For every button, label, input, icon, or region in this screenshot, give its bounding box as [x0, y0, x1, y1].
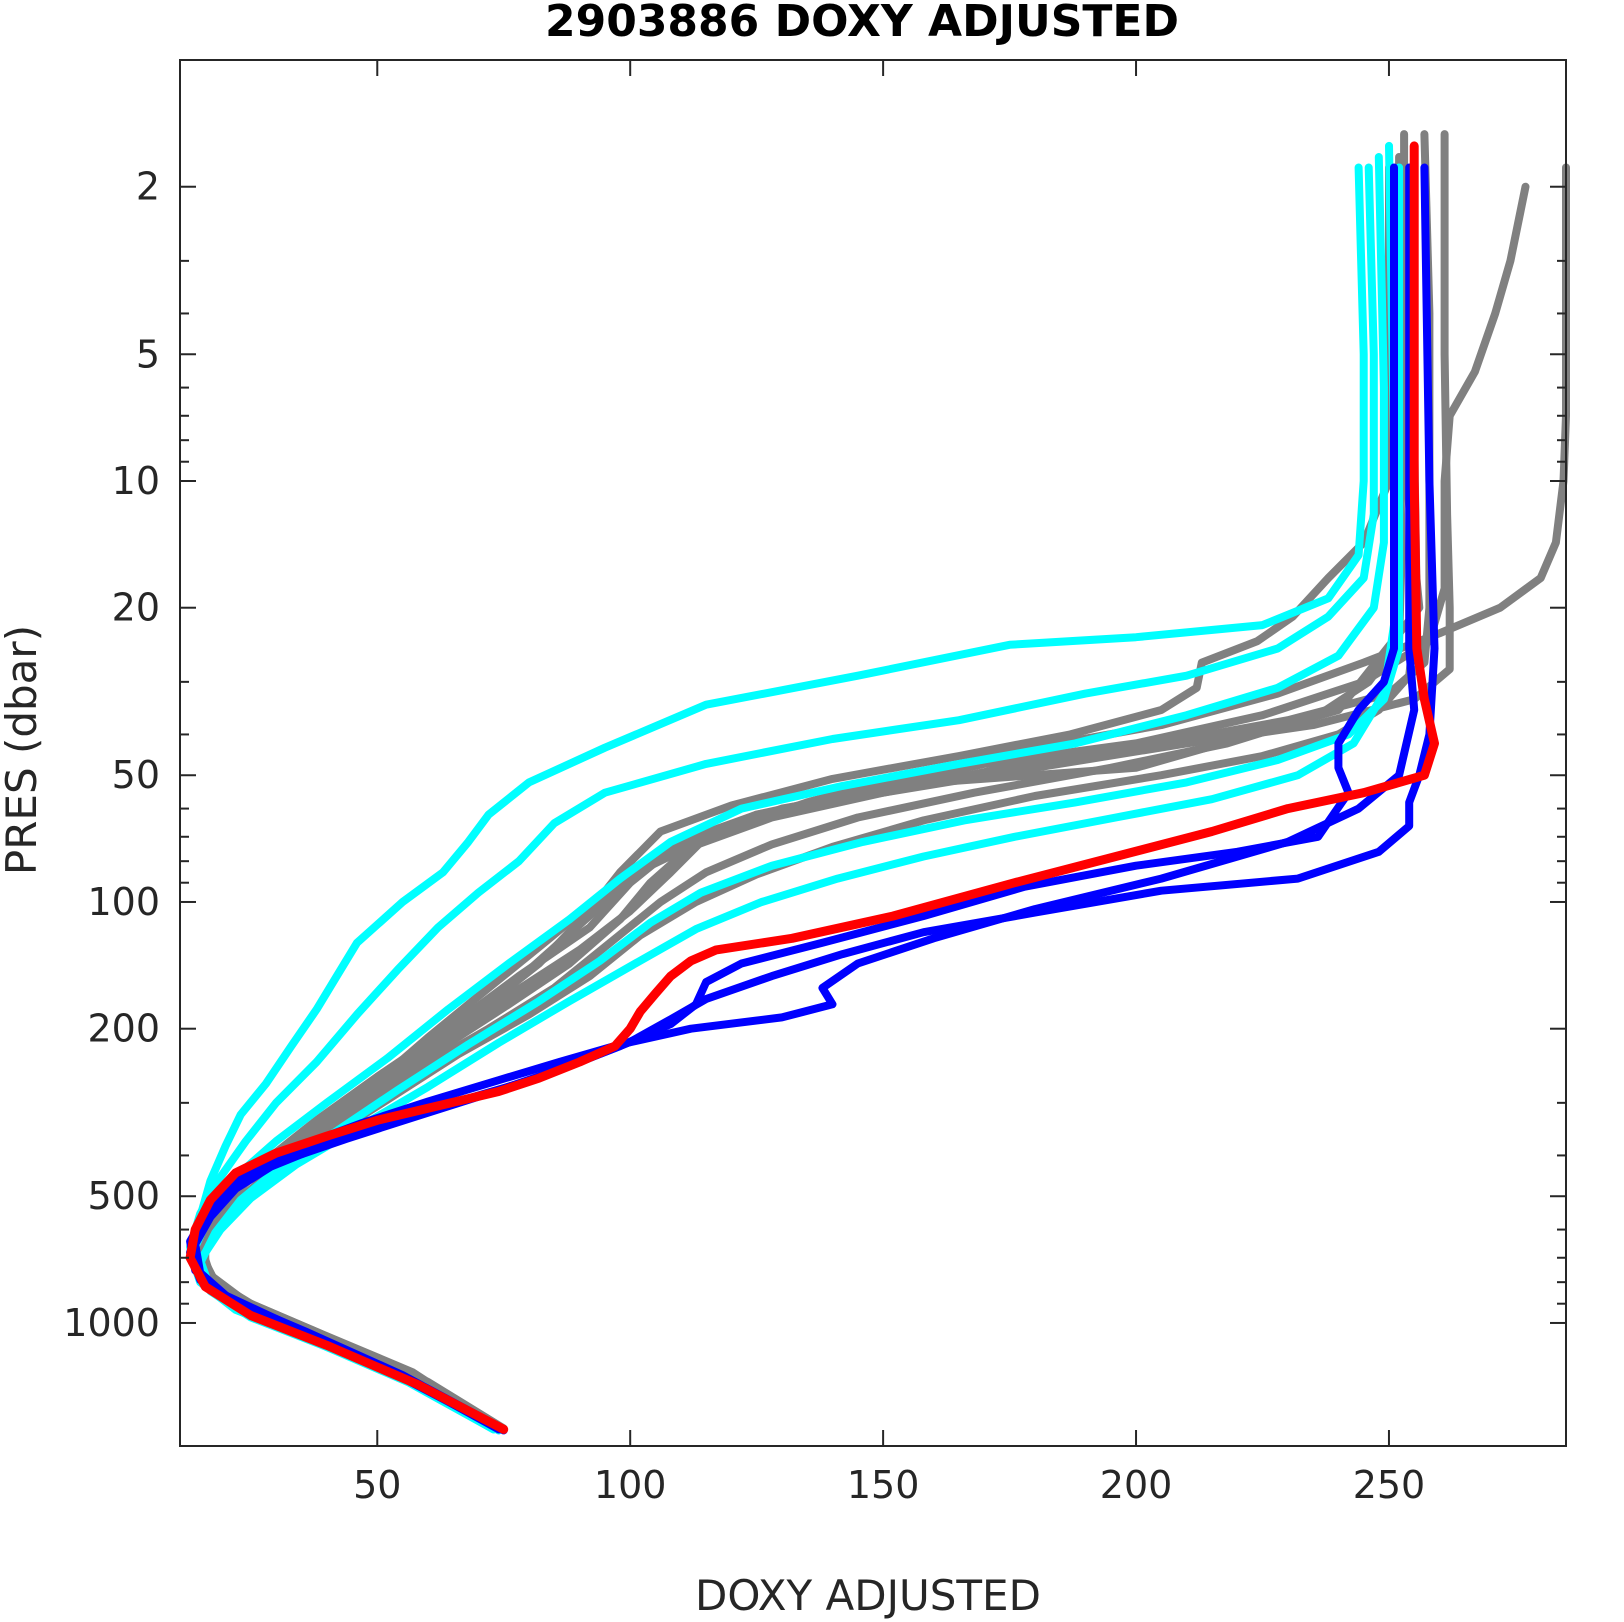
plot-frame	[179, 59, 1567, 1447]
tick-label-layer: 50 100 150 200 250 2 5 10 20 50 100 200 500 1000	[63, 165, 1425, 1507]
y-tick-label: 50	[112, 753, 160, 797]
chart-title: 2903886 DOXY ADJUSTED	[545, 0, 1179, 47]
y-tick-label: 1000	[63, 1301, 160, 1345]
profile-line-current-16	[185, 141, 1439, 1434]
plot-area: 50 100 150 200 250 2 5 10 20 50 100 200 500 1000	[63, 59, 1570, 1507]
x-tick-label: 200	[1100, 1463, 1173, 1507]
y-tick-label: 200	[87, 1007, 160, 1051]
y-tick-label: 2	[136, 165, 160, 209]
x-tick-label: 100	[594, 1463, 667, 1507]
x-tick-label: 150	[847, 1463, 920, 1507]
profile-line-older-2	[196, 182, 1530, 1433]
x-tick-label: 50	[353, 1463, 401, 1507]
y-tick-label: 100	[87, 880, 160, 924]
series-layer	[185, 130, 1570, 1435]
x-axis-label: DOXY ADJUSTED	[695, 1571, 1041, 1620]
profile-line-older-7	[196, 153, 1406, 1433]
y-tick-label: 20	[112, 586, 160, 630]
tick-layer	[180, 60, 1566, 1446]
x-tick-label: 250	[1353, 1463, 1426, 1507]
y-tick-label: 10	[112, 459, 160, 503]
y-tick-label: 500	[87, 1174, 160, 1218]
profile-line-older-0	[196, 130, 1424, 1430]
y-tick-label: 5	[136, 332, 160, 376]
y-axis-label: PRES (dbar)	[0, 625, 46, 875]
